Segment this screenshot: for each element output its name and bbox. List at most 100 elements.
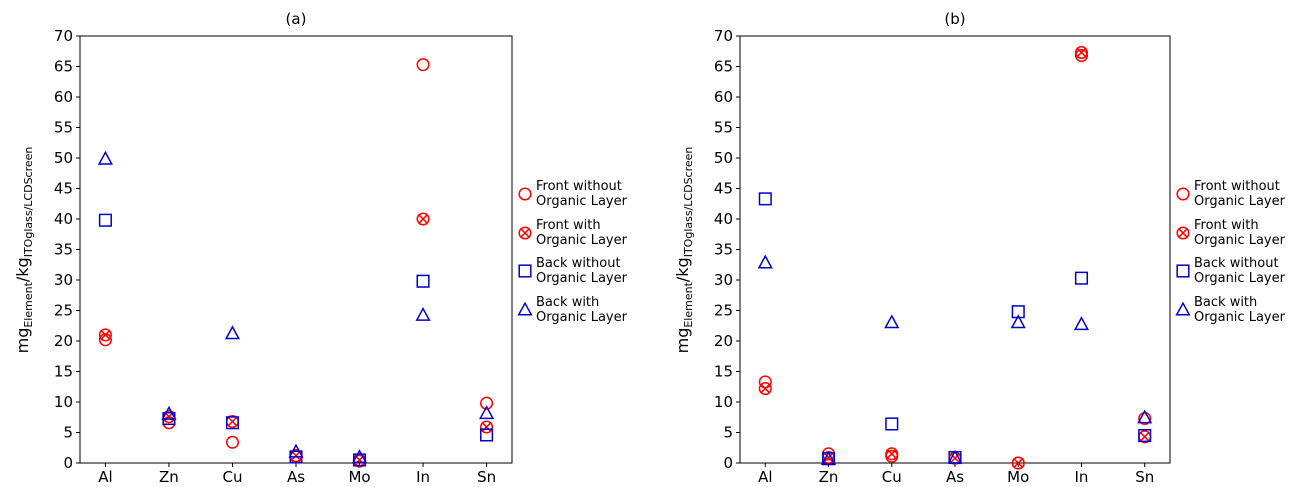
- x-tick-label: Cu: [882, 468, 902, 486]
- y-tick-label: 20: [54, 332, 73, 350]
- y-tick-label: 45: [714, 180, 733, 198]
- x-tick-label: Sn: [1135, 468, 1154, 486]
- legend-marker: [518, 226, 532, 240]
- y-tick-label: 35: [54, 241, 73, 259]
- data-point-ring: [1074, 45, 1089, 60]
- data-point: [1074, 48, 1089, 63]
- legend-marker: [1175, 301, 1191, 316]
- series-square: [758, 192, 1152, 466]
- y-tick-label: 45: [54, 180, 73, 198]
- data-point: [416, 212, 430, 226]
- legend-label: Front with Organic Layer: [1194, 218, 1286, 248]
- y-tick-label: 35: [714, 241, 733, 259]
- y-axis-label: mgElement/kgITOglass/LCDScreen: [13, 147, 35, 354]
- legend-label-line: Organic Layer: [536, 194, 628, 209]
- data-point-cross: [1013, 458, 1023, 468]
- data-point: [225, 416, 240, 430]
- data-point: [1011, 456, 1025, 470]
- data-point-cross: [291, 450, 301, 461]
- x-tick-label: As: [287, 468, 305, 486]
- legend-marker: [518, 187, 532, 201]
- series-circle: [758, 48, 1152, 470]
- y-axis-label-main: /kg: [673, 257, 692, 282]
- y-tick-label: 0: [63, 454, 73, 472]
- y-tick-label: 15: [714, 363, 733, 381]
- data-point-cross: [227, 416, 238, 427]
- data-point: [98, 213, 112, 227]
- y-axis-label-main: mg: [13, 328, 32, 354]
- y-axis-label: mgElement/kgITOglass/LCDScreen: [673, 147, 695, 354]
- y-tick-label: 70: [54, 27, 73, 45]
- y-tick-label: 65: [54, 58, 73, 76]
- data-point: [885, 447, 899, 461]
- legend-label-line: Back with: [536, 295, 599, 310]
- y-tick-label: 60: [714, 88, 733, 106]
- x-tick-label: Zn: [819, 468, 839, 486]
- data-point-ring: [480, 420, 494, 434]
- data-point: [479, 405, 495, 420]
- y-tick-label: 65: [714, 58, 733, 76]
- data-point: [161, 405, 177, 420]
- y-tick-label: 10: [54, 393, 73, 411]
- data-point-cross: [760, 383, 771, 394]
- x-tick-label: Al: [758, 468, 772, 486]
- y-tick-label: 70: [714, 27, 733, 45]
- data-point: [416, 58, 430, 72]
- legend-label: Back with Organic Layer: [1194, 295, 1286, 325]
- x-tick-label: Sn: [477, 468, 496, 486]
- x-tick-label: As: [946, 468, 964, 486]
- data-point-cross: [481, 422, 492, 432]
- legend-label-line: Organic Layer: [536, 233, 628, 248]
- data-point-cross: [100, 330, 111, 340]
- data-point-ring: [1011, 456, 1025, 470]
- data-point: [224, 325, 241, 340]
- y-tick-label: 20: [714, 332, 733, 350]
- y-axis-label-main: mg: [673, 328, 692, 354]
- legend-label-line: Back without: [1194, 256, 1279, 271]
- legend-label: Front with Organic Layer: [536, 218, 628, 248]
- x-tick-label: In: [416, 468, 430, 486]
- data-point: [1011, 305, 1025, 319]
- legend-label-line: Organic Layer: [1194, 271, 1286, 286]
- legend-label-line: Front with: [536, 218, 601, 233]
- y-tick-label: 25: [714, 302, 733, 320]
- data-point-ring: [885, 447, 899, 461]
- data-point-cross: [1139, 432, 1150, 442]
- y-tick-label: 50: [54, 149, 73, 167]
- series-triangle: [757, 254, 1153, 465]
- data-point-ring: [416, 212, 430, 226]
- data-point-ring: [758, 382, 772, 396]
- panel-a: (a) 0 5 10 15 20 25 30 35 40 45 50 55 60 65 70 Al Zn Cu As M…: [13, 10, 628, 486]
- y-axis-label-sub: ITOglass/LCDScreen: [682, 147, 695, 258]
- legend-label: Front without Organic Layer: [1194, 179, 1286, 209]
- data-point: [947, 449, 963, 464]
- legend-label-line: Organic Layer: [1194, 233, 1286, 248]
- legend-label: Back with Organic Layer: [536, 295, 628, 325]
- y-tick-label: 55: [714, 119, 733, 137]
- series-x-circle: [758, 45, 1152, 470]
- legend-label-line: Organic Layer: [536, 271, 628, 286]
- x-tick-label: In: [1075, 468, 1089, 486]
- series-x-circle: [98, 212, 494, 467]
- y-tick-label: 30: [714, 271, 733, 289]
- data-point: [757, 254, 773, 269]
- y-axis-label-main: /kg: [13, 257, 32, 282]
- legend-label-line: Organic Layer: [1194, 310, 1286, 325]
- y-tick-label: 25: [54, 302, 73, 320]
- data-point: [416, 274, 430, 288]
- data-point: [480, 420, 494, 434]
- legend-marker-ring: [1176, 226, 1190, 240]
- legend: Front without Organic Layer Front with Orga…: [1175, 179, 1286, 325]
- data-point: [758, 375, 772, 389]
- legend-label: Back without Organic Layer: [1194, 256, 1286, 286]
- chart-title: (b): [944, 10, 965, 28]
- data-point: [758, 192, 772, 206]
- legend-marker: [517, 301, 533, 316]
- data-point: [351, 449, 368, 464]
- y-tick-label: 30: [54, 271, 73, 289]
- data-point: [480, 396, 494, 410]
- x-tick-label: Zn: [159, 468, 179, 486]
- legend-marker-cross: [1178, 228, 1188, 238]
- panel-b: (b) 0 5 10 15 20 25 30 35 40 45 50 55 60 65 70 Al Zn Cu As M…: [673, 10, 1286, 486]
